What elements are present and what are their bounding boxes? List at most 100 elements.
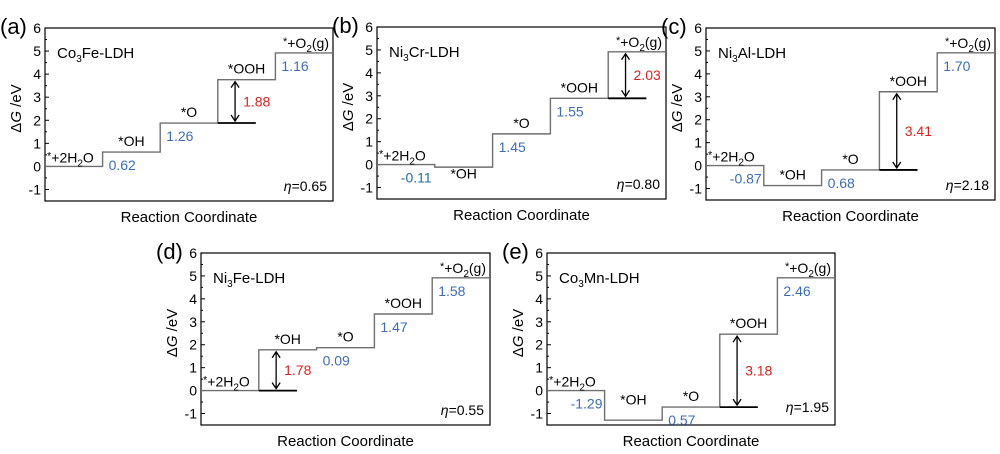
y-tick-label: 0: [189, 383, 197, 399]
free-energy-profile: [547, 277, 835, 421]
material-title-rest: Al-LDH: [738, 45, 786, 62]
state-label: *O: [513, 115, 529, 131]
y-tick-label: 6: [189, 245, 197, 261]
material-title-rest: Fe-LDH: [233, 270, 286, 287]
state-label: *+2H2O: [47, 149, 94, 169]
state-label: *+2H2O: [549, 374, 596, 394]
y-tick-label: 2: [189, 337, 197, 353]
material-title-subscript: 3: [227, 279, 233, 290]
state-label: *+O2(g): [440, 260, 486, 280]
y-tick-label: -1: [185, 406, 198, 422]
panel-label: (a): [0, 14, 27, 39]
y-tick-label: 3: [189, 314, 197, 330]
overpotential-label: η=0.55: [441, 402, 484, 418]
y-tick-label: -1: [361, 180, 374, 196]
y-axis-label: ΔG /eV: [8, 84, 25, 132]
panel-label: (b): [332, 13, 359, 38]
state-label: *OOH: [385, 295, 422, 311]
state-label: *O: [683, 388, 699, 404]
y-tick-label: 1: [365, 134, 373, 150]
y-axis-label-delta: Δ: [340, 121, 357, 131]
panel-label: (c): [661, 14, 687, 39]
step-value-label: 2.46: [783, 283, 810, 299]
state-label: *+O2(g): [785, 260, 831, 280]
y-tick-label: 3: [365, 88, 373, 104]
y-tick-label: 1: [33, 135, 41, 151]
state-label: *O: [842, 151, 858, 167]
state-label: *OH: [620, 392, 646, 408]
y-tick-label: -1: [531, 406, 544, 422]
state-label: *O: [181, 104, 197, 120]
overpotential-value: =0.80: [625, 176, 661, 192]
state-label: *OOH: [730, 315, 767, 331]
y-tick-label: 4: [189, 291, 197, 307]
y-tick-label: 5: [535, 268, 543, 284]
overpotential-label: η=0.80: [617, 176, 660, 192]
y-axis-label-unit: /eV: [510, 309, 527, 336]
arrow-head-up-icon: [732, 335, 742, 343]
arrow-head-down-icon: [230, 114, 240, 123]
arrow-head-up-icon: [892, 92, 902, 101]
overpotential-value: =0.65: [292, 178, 328, 194]
y-tick-label: 2: [694, 112, 702, 128]
y-axis-label-unit: /eV: [164, 309, 181, 336]
material-title-subscript: 3: [578, 279, 584, 290]
x-axis-label: Reaction Coordinate: [121, 209, 258, 226]
plot-frame: [200, 252, 491, 426]
arrow-head-up-icon: [620, 52, 631, 61]
step-value-label: 1.26: [166, 128, 193, 144]
step-value-label: -1.29: [571, 396, 603, 412]
y-axis-label-delta: Δ: [8, 123, 25, 133]
step-value-label: 1.45: [499, 139, 526, 155]
y-tick-label: 6: [694, 20, 702, 36]
material-title: Ni3Al-LDH: [718, 45, 786, 65]
step-value-label: 1.78: [284, 362, 311, 378]
y-axis-label-g: G: [8, 111, 25, 123]
overpotential-value: =1.95: [794, 399, 830, 415]
material-title-main: Ni: [213, 270, 227, 287]
state-label: *OH: [450, 166, 476, 182]
y-axis-label-g: G: [510, 335, 527, 347]
step-value-label: 2.03: [634, 67, 661, 83]
step-value-label: -0.11: [401, 170, 432, 186]
overpotential-symbol: η: [786, 399, 794, 415]
y-tick-label: 6: [365, 19, 373, 35]
x-axis-label: Reaction Coordinate: [453, 207, 590, 224]
overpotential-value: =0.55: [449, 402, 485, 418]
y-tick-label: 0: [365, 157, 373, 173]
arrow-head-up-icon: [230, 80, 240, 89]
x-axis-label: Reaction Coordinate: [277, 433, 414, 450]
y-tick-label: 3: [694, 89, 702, 105]
y-tick-label: 1: [535, 360, 543, 376]
arrow-head-down-icon: [620, 89, 631, 98]
x-axis-label: Reaction Coordinate: [782, 208, 919, 225]
y-axis-label-g: G: [340, 109, 357, 121]
material-title: Co3Fe-LDH: [57, 45, 134, 65]
state-label: *+O2(g): [945, 35, 991, 55]
step-value-label: -0.87: [730, 171, 762, 187]
y-tick-label: 0: [535, 383, 543, 399]
material-title: Co3Mn-LDH: [559, 270, 640, 290]
overpotential-symbol: η: [617, 176, 625, 192]
panel-label: (d): [156, 239, 183, 264]
state-label: *+O2(g): [283, 35, 329, 55]
state-label: *OOH: [561, 79, 598, 95]
material-title-rest: Mn-LDH: [584, 270, 640, 287]
free-energy-profile: [377, 51, 666, 168]
material-title-rest: Fe-LDH: [82, 45, 135, 62]
state-label: *OOH: [228, 61, 265, 77]
step-value-label: 1.58: [438, 283, 465, 299]
step-value-label: 0.62: [109, 157, 136, 173]
y-tick-label: 3: [535, 314, 543, 330]
y-tick-label: 4: [33, 66, 41, 82]
arrow-head-down-icon: [732, 398, 742, 407]
y-tick-label: -1: [690, 181, 703, 197]
free-energy-profile: [45, 52, 333, 168]
material-title: Ni3Cr-LDH: [389, 44, 460, 64]
y-axis-label-unit: /eV: [669, 84, 686, 111]
state-label: *O: [337, 329, 353, 345]
x-axis-label: Reaction Coordinate: [623, 433, 760, 450]
material-title-subscript: 3: [76, 54, 82, 65]
